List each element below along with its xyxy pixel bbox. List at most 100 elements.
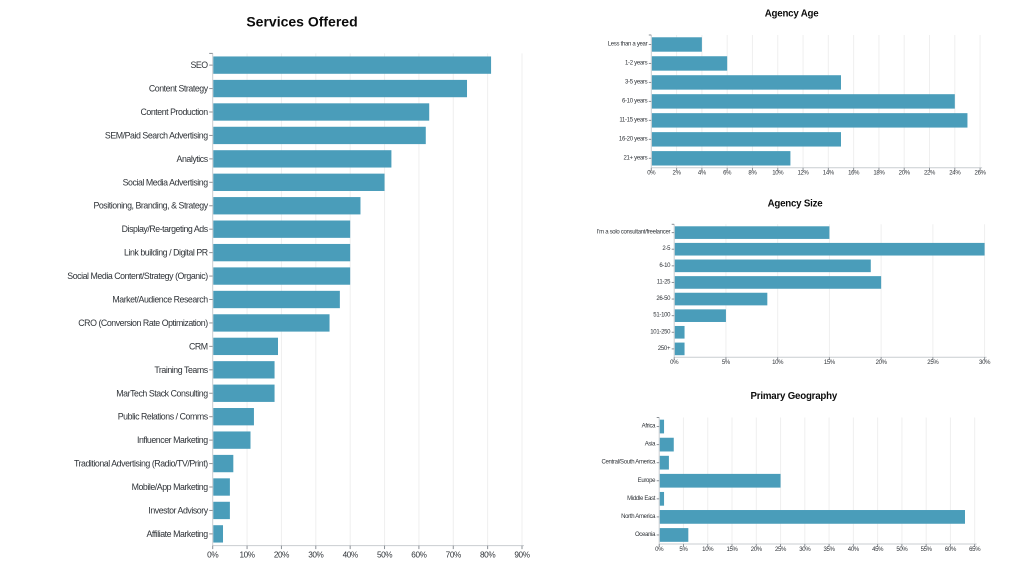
bar [659,491,665,506]
bar [213,408,254,426]
category-label: Social Media Advertising [123,177,209,187]
category-label: Influencer Marketing [137,435,208,445]
bar [213,56,492,74]
category-label: 6-10 [659,263,671,269]
category-label: Oceania [635,532,656,538]
x-tick-label: 2% [673,171,682,177]
x-tick-label: 20% [274,551,289,560]
category-label: Less than a year [608,41,648,47]
category-label: 11-25 [657,279,671,285]
category-label: Africa [642,424,657,430]
bar [213,454,234,473]
category-label: Link building / Digital PR [124,248,208,258]
bar [213,103,430,121]
category-label: CRM [189,341,208,351]
category-label: CRO (Conversion Rate Optimization) [78,318,208,328]
bar [674,309,726,322]
chart-title: Primary Geography [751,391,838,402]
bar [659,510,965,524]
bar [674,259,871,273]
x-tick-label: 5% [679,547,688,553]
bar [213,173,385,191]
category-label: SEM/Paid Search Advertising [105,130,208,140]
bar [213,267,351,285]
bar [213,361,275,379]
x-tick-label: 0% [207,551,218,560]
category-label: North America [621,514,656,520]
category-label: Europe [638,478,657,484]
x-tick-label: 40% [343,551,358,560]
chart-title: Agency Age [765,8,819,19]
category-label: Investor Advisory [148,505,208,515]
category-label: 11-15 years [619,117,647,123]
x-tick-label: 6% [723,171,732,177]
x-tick-label: 60% [411,551,426,560]
bar [674,342,685,356]
bar [651,113,968,128]
bar [674,226,830,239]
x-tick-label: 60% [945,547,957,553]
x-tick-label: 4% [698,171,707,177]
category-label: 6-10 years [622,98,648,104]
bar [659,437,674,452]
x-tick-label: 45% [872,547,884,553]
category-label: Public Relations / Comms [118,412,209,422]
chart-title: Services Offered [246,14,357,30]
x-tick-label: 20% [751,547,763,553]
chart-services-offered: SEO Content Strategy Content Production SEM… [67,14,530,560]
x-tick-label: 10% [772,171,784,177]
x-tick-label: 40% [848,547,860,553]
category-label: MarTech Stack Consulting [116,388,208,398]
category-labels: I'm a solo consultant/freelancer 2-5 6-10 1… [597,230,675,352]
chart-agency-size: I'm a solo consultant/freelancer 2-5 6-10 1… [597,198,991,366]
bar [651,151,791,166]
bar [213,150,392,168]
category-label: Display/Re-targeting Ads [122,224,209,234]
bar [213,220,351,238]
x-tick-label: 24% [949,171,961,177]
bars [651,37,968,166]
x-tick-label: 10% [702,547,714,553]
bars [674,226,985,356]
x-tick-labels: 0% 5% 10% 15% 20% 25% 30% 35% 40% 45% 50% 55% 60% 65% [655,544,982,553]
category-label: I'm a solo consultant/freelancer [597,230,671,236]
category-label: Affiliate Marketing [146,529,208,539]
chart-title: Agency Size [768,198,824,209]
category-label: 250+ [658,346,671,352]
x-tick-label: 22% [924,171,936,177]
x-tick-label: 10% [239,551,254,560]
bar [213,431,251,449]
bar [659,528,689,542]
category-label: 16-20 years [619,136,648,142]
chart-primary-geography: Africa Asia Central/South America Europe Mid… [601,391,981,553]
category-label: 3-5 years [625,79,648,85]
x-tick-label: 55% [921,547,933,553]
x-tick-label: 15% [726,547,738,553]
bar [213,525,224,543]
bar [651,94,955,109]
category-label: Market/Audience Research [112,295,208,305]
x-tick-label: 0% [647,171,656,177]
category-label: 26-50 [656,296,671,302]
category-label: Content Production [140,107,208,117]
category-label: 51-100 [653,313,671,319]
bar [213,197,361,215]
bar [213,337,278,356]
x-tick-label: 12% [797,171,809,177]
x-tick-label: 14% [823,171,835,177]
category-label: SEO [190,60,208,70]
x-tick-label: 30% [799,547,811,553]
x-tick-label: 35% [824,547,836,553]
x-tick-label: 80% [480,551,495,560]
bar [213,478,230,496]
x-tick-labels: 0% 2% 4% 6% 8% 10% 12% 14% 16% 18% 20% 22% 24% 26% [647,167,987,177]
x-tick-label: 15% [824,360,836,366]
category-label: Content Strategy [149,84,209,94]
bar [651,75,841,90]
category-label: Traditional Advertising (Radio/TV/Print) [74,459,208,469]
x-tick-label: 20% [876,360,888,366]
category-label: Positioning, Branding, & Strategy [93,201,208,211]
x-tick-label: 18% [873,171,885,177]
x-tick-label: 30% [308,551,323,560]
